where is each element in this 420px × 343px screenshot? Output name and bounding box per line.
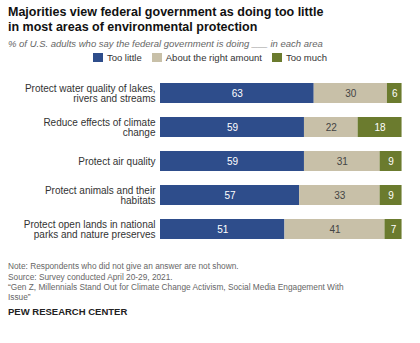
svg-text:30: 30 xyxy=(345,88,357,99)
svg-text:Reduce effects of climatechang: Reduce effects of climatechange xyxy=(43,117,156,138)
html-text:About the right amount: About the right amount xyxy=(165,52,262,64)
svg-text:51: 51 xyxy=(217,224,229,235)
html-text:Too little: Too little xyxy=(106,52,142,64)
svg-text:33: 33 xyxy=(334,190,346,201)
svg-text:Protect animals and theirhabit: Protect animals and theirhabitats xyxy=(45,185,156,206)
html-text:Majorities view federal govern: Majorities view federal government as do… xyxy=(8,5,324,34)
html-text:Source: Survey conducted April: Source: Survey conducted April 20-29, 20… xyxy=(8,271,173,282)
html-text:% of U.S. adults who say the f: % of U.S. adults who say the federal gov… xyxy=(8,38,323,49)
svg-text:59: 59 xyxy=(227,156,239,167)
html-text:“Gen Z, Millennials Stand Out: “Gen Z, Millennials Stand Out for Climat… xyxy=(8,282,344,293)
svg-text:Protect air quality: Protect air quality xyxy=(78,156,155,167)
svg-text:31: 31 xyxy=(337,156,349,167)
svg-text:59: 59 xyxy=(227,122,239,133)
svg-text:Protect open lands in national: Protect open lands in nationalparks and … xyxy=(24,219,156,240)
svg-text:63: 63 xyxy=(232,88,244,99)
svg-text:41: 41 xyxy=(329,224,341,235)
html-text:Too much: Too much xyxy=(285,52,328,64)
svg-text:Protect water quality of lakes: Protect water quality of lakes,rivers an… xyxy=(25,83,156,104)
svg-text:9: 9 xyxy=(388,190,394,201)
html-text:Note: Respondents who did not: Note: Respondents who did not give an an… xyxy=(8,261,239,272)
svg-text:6: 6 xyxy=(392,88,398,99)
svg-text:18: 18 xyxy=(375,122,387,133)
svg-text:22: 22 xyxy=(326,122,338,133)
svg-text:7: 7 xyxy=(391,224,397,235)
html-text:Issue”: Issue” xyxy=(8,292,31,303)
svg-text:57: 57 xyxy=(224,190,236,201)
svg-text:9: 9 xyxy=(388,156,394,167)
html-text:PEW RESEARCH CENTER: PEW RESEARCH CENTER xyxy=(8,305,128,317)
